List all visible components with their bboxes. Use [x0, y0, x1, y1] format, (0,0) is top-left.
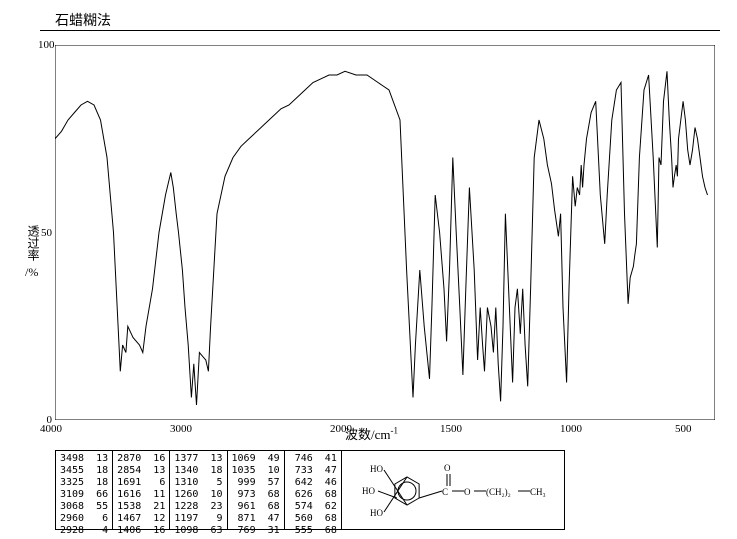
peak-row: 1340 18 — [174, 465, 222, 477]
peak-row: 3498 13 — [60, 453, 108, 465]
peak-row: 1035 10 — [232, 465, 280, 477]
y-axis-unit: /% — [25, 265, 38, 280]
peak-row: 1467 12 — [117, 513, 165, 525]
x-tick-label: 1500 — [440, 423, 462, 435]
peak-row: 769 31 — [232, 525, 280, 537]
peak-column: 3498 133455 183325 183109 663068 552960 … — [56, 451, 113, 529]
peak-row: 733 47 — [289, 465, 337, 477]
molecule-structure: HO HO HO C O O (CH₂)₂ CH₃ — [342, 450, 565, 530]
peak-row: 2870 16 — [117, 453, 165, 465]
peak-row: 3455 18 — [60, 465, 108, 477]
peak-row: 1377 13 — [174, 453, 222, 465]
peak-row: 626 68 — [289, 489, 337, 501]
peak-column: 746 41 733 47 642 46 626 68 574 62 560 6… — [285, 451, 341, 529]
svg-text:CH₃: CH₃ — [530, 487, 546, 497]
x-tick-label: 500 — [675, 423, 692, 435]
peak-row: 1310 5 — [174, 477, 222, 489]
peak-row: 1260 10 — [174, 489, 222, 501]
svg-text:O: O — [464, 487, 471, 497]
peak-row: 1069 49 — [232, 453, 280, 465]
svg-text:HO: HO — [370, 464, 383, 474]
peak-row: 2854 13 — [117, 465, 165, 477]
peak-row: 3068 55 — [60, 501, 108, 513]
peak-row: 2928 4 — [60, 525, 108, 537]
peak-column: 1069 491035 10 999 57 973 68 961 68 871 … — [228, 451, 285, 529]
x-tick-label: 3000 — [170, 423, 192, 435]
peak-row: 1197 9 — [174, 513, 222, 525]
peak-row: 1616 11 — [117, 489, 165, 501]
title-divider — [40, 30, 720, 31]
peak-row: 1228 23 — [174, 501, 222, 513]
peak-row: 642 46 — [289, 477, 337, 489]
x-axis-label: 波数/cm-1 — [345, 424, 398, 443]
peak-table: 3498 133455 183325 183109 663068 552960 … — [55, 450, 342, 530]
peak-row: 1406 16 — [117, 525, 165, 537]
peak-row: 871 47 — [232, 513, 280, 525]
peak-row: 1691 6 — [117, 477, 165, 489]
y-tick-label: 100 — [38, 39, 52, 51]
peak-column: 1377 131340 181310 51260 101228 231197 9… — [170, 451, 227, 529]
svg-text:C: C — [442, 487, 448, 497]
svg-text:HO: HO — [362, 486, 375, 496]
svg-text:O: O — [444, 463, 451, 473]
peak-row: 999 57 — [232, 477, 280, 489]
peak-row: 555 68 — [289, 525, 337, 537]
x-tick-label: 1000 — [560, 423, 582, 435]
chart-title: 石蜡糊法 — [55, 10, 111, 30]
peak-row: 560 68 — [289, 513, 337, 525]
x-tick-label: 2000 — [330, 423, 352, 435]
peak-row: 574 62 — [289, 501, 337, 513]
svg-text:HO: HO — [370, 508, 383, 518]
peak-row: 1098 63 — [174, 525, 222, 537]
peak-row: 3109 66 — [60, 489, 108, 501]
peak-row: 961 68 — [232, 501, 280, 513]
peak-row: 3325 18 — [60, 477, 108, 489]
x-tick-label: 4000 — [40, 423, 62, 435]
peak-column: 2870 162854 131691 61616 111538 211467 1… — [113, 451, 170, 529]
peak-row: 2960 6 — [60, 513, 108, 525]
svg-text:(CH₂)₂: (CH₂)₂ — [486, 487, 511, 497]
peak-row: 1538 21 — [117, 501, 165, 513]
peak-row: 746 41 — [289, 453, 337, 465]
peak-row: 973 68 — [232, 489, 280, 501]
y-tick-label: 50 — [38, 227, 52, 239]
spectrum-plot — [55, 45, 715, 420]
